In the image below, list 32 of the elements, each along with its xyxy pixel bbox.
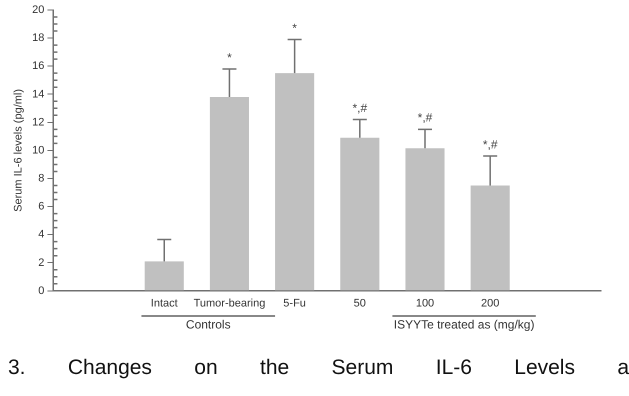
- y-tick-label: 0: [38, 284, 44, 297]
- bar: [210, 97, 249, 290]
- x-tick-label: 200: [481, 297, 500, 310]
- x-tick-label: Tumor-bearing: [194, 297, 266, 310]
- annotation: *,#: [482, 137, 498, 152]
- y-tick-label: 6: [38, 200, 44, 213]
- bar: [405, 148, 445, 290]
- annotation: *: [292, 20, 298, 35]
- bar: [275, 73, 314, 290]
- y-tick-label: 2: [38, 256, 44, 269]
- x-tick-label: 50: [354, 297, 366, 310]
- y-tick-label: 18: [32, 32, 44, 44]
- annotation: *: [227, 50, 232, 64]
- y-tick-label: 20: [32, 4, 44, 16]
- annotation: *,#: [352, 100, 368, 115]
- y-tick-label: 10: [32, 144, 44, 156]
- x-tick-label: 100: [416, 297, 434, 310]
- bar: [340, 138, 380, 290]
- y-tick-label: 12: [32, 116, 44, 128]
- x-tick-label: 5-Fu: [283, 297, 306, 310]
- bar: [470, 186, 510, 290]
- text: ISYYTe treated as (mg/kg): [394, 317, 534, 332]
- annotation: *,#: [418, 110, 433, 125]
- bar: [144, 261, 184, 290]
- y-tick-label: 16: [32, 60, 44, 72]
- text: 3. Changes on the Serum IL-6 Levels a: [8, 356, 629, 380]
- x-tick-label: Intact: [150, 297, 178, 310]
- y-tick-label: 8: [38, 172, 44, 185]
- y-tick-label: 4: [38, 228, 44, 241]
- y-axis-title: Serum IL-6 levels (pg/ml): [12, 88, 25, 212]
- y-tick-label: 14: [32, 88, 44, 100]
- text: Controls: [186, 317, 231, 332]
